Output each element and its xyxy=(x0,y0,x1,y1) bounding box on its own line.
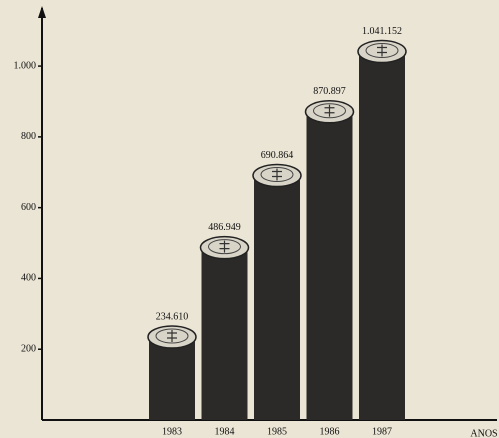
value-label: 870.897 xyxy=(313,86,346,97)
background xyxy=(0,0,499,438)
bar xyxy=(149,337,195,420)
x-tick-label: 1985 xyxy=(267,426,287,437)
value-label: 486.949 xyxy=(208,222,241,233)
y-tick-label: 200 xyxy=(21,344,36,355)
value-label: 690.864 xyxy=(261,150,294,161)
y-tick-label: 600 xyxy=(21,202,36,213)
y-tick-label: 1.000 xyxy=(14,60,37,71)
bar xyxy=(202,248,248,420)
bar xyxy=(307,112,353,420)
x-tick-label: 1983 xyxy=(162,426,182,437)
chart: ANOS 200 400 600 800 1.000 234.610 1983 486.949… xyxy=(0,0,499,438)
value-label: 234.610 xyxy=(156,311,189,322)
x-tick-label: 1984 xyxy=(215,426,235,437)
x-tick-label: 1986 xyxy=(320,426,340,437)
bar xyxy=(254,175,300,420)
x-tick-label: 1987 xyxy=(372,426,392,437)
page: {"chart_data": {"type": "bar", "categori… xyxy=(0,0,499,438)
x-axis-label: ANOS xyxy=(470,428,497,438)
value-label: 1.041.152 xyxy=(362,26,402,37)
y-tick-label: 400 xyxy=(21,273,36,284)
y-tick-label: 800 xyxy=(21,131,36,142)
bar xyxy=(359,52,405,420)
